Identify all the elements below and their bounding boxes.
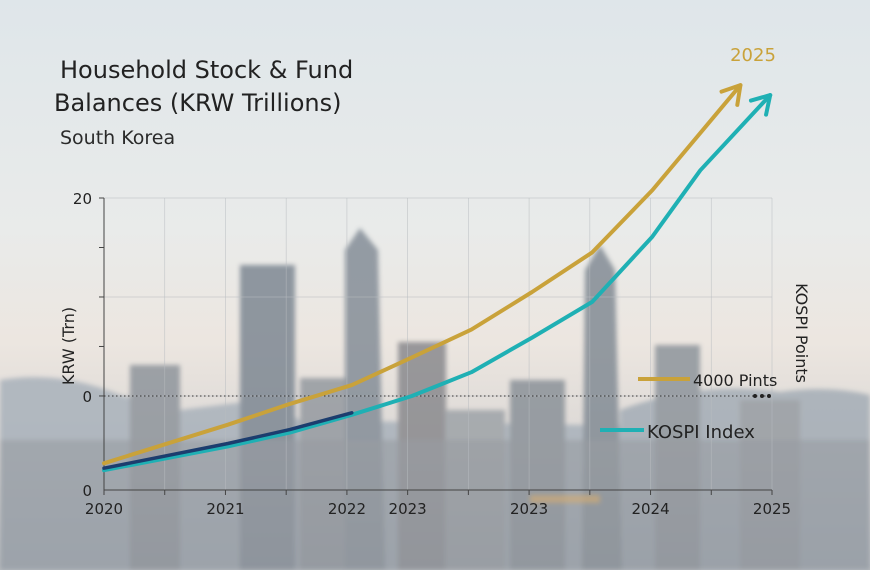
- reference-line-dot: [753, 393, 757, 398]
- x-tick-label: 2020: [85, 500, 123, 518]
- y-tick-label: 0: [82, 482, 92, 500]
- annotation-label: 2025: [730, 45, 776, 66]
- chart-subtitle: South Korea: [60, 127, 176, 149]
- x-tick-label: 2024: [631, 500, 669, 518]
- arrow-head-icon: [719, 83, 743, 107]
- x-tick-label: 2021: [206, 500, 244, 518]
- y-axis-label: KRW (Trn): [59, 307, 78, 385]
- legend-label: 4000 Pints: [693, 371, 777, 390]
- y-axis-label-right: KOSPI Points: [792, 283, 811, 383]
- chart-title-line2: Balances (KRW Trillions): [54, 89, 342, 117]
- reference-line-dot: [760, 393, 764, 398]
- reference-line-dot: [767, 393, 771, 398]
- x-tick-label: 2025: [753, 500, 791, 518]
- x-tick-label: 2023: [389, 500, 427, 518]
- chart-title-line1: Household Stock & Fund: [60, 56, 354, 84]
- x-tick-label: 2022: [328, 500, 366, 518]
- series-line-kospi-index: [102, 93, 773, 473]
- y-tick-label: 20: [73, 190, 92, 208]
- series-line-4000-pints: [102, 83, 743, 466]
- arrow-head-icon: [748, 93, 773, 117]
- y-tick-label: 0: [82, 388, 92, 406]
- legend-label: KOSPI Index: [647, 422, 755, 443]
- series-line-navy: [102, 411, 354, 470]
- x-tick-label: 2023: [510, 500, 548, 518]
